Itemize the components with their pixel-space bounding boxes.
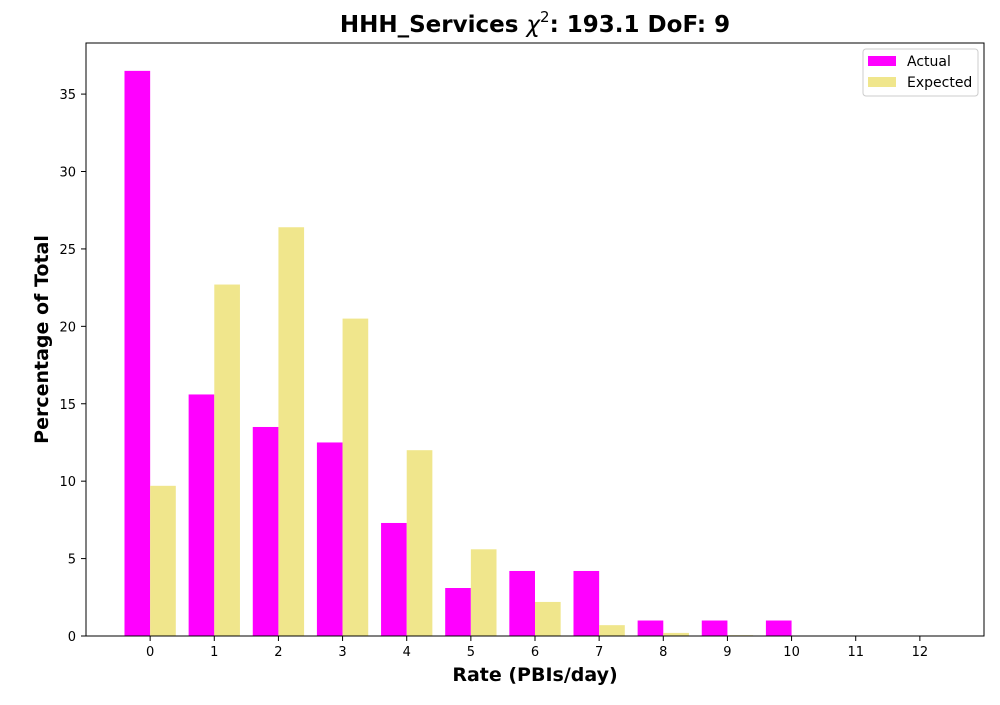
x-tick-label-9: 9 bbox=[723, 645, 731, 660]
bar-actual-2 bbox=[253, 427, 279, 636]
legend: Actual Expected bbox=[863, 49, 978, 96]
x-tick-label-3: 3 bbox=[338, 645, 346, 660]
bar-expected-0 bbox=[150, 486, 176, 636]
legend-label-expected: Expected bbox=[907, 75, 972, 91]
bar-actual-3 bbox=[317, 442, 343, 636]
x-tick-label-1: 1 bbox=[210, 645, 218, 660]
x-tick-label-6: 6 bbox=[531, 645, 539, 660]
bar-actual-6 bbox=[509, 571, 535, 636]
x-axis-label: Rate (PBIs/day) bbox=[452, 664, 617, 686]
chart-title-prefix: HHH_Services bbox=[340, 12, 527, 38]
x-tick-label-5: 5 bbox=[467, 645, 475, 660]
bar-expected-6 bbox=[535, 602, 561, 636]
bar-expected-1 bbox=[214, 285, 240, 636]
bar-expected-2 bbox=[278, 227, 304, 636]
bar-expected-4 bbox=[407, 450, 433, 636]
legend-swatch-expected bbox=[868, 77, 896, 87]
x-tick-label-12: 12 bbox=[912, 645, 929, 660]
y-tick-label-35: 35 bbox=[59, 88, 76, 103]
x-tick-label-2: 2 bbox=[274, 645, 282, 660]
bar-actual-7 bbox=[573, 571, 599, 636]
y-tick-label-30: 30 bbox=[59, 166, 76, 181]
chart-title-superscript: 2 bbox=[540, 8, 550, 26]
bar-actual-9 bbox=[702, 621, 728, 636]
y-tick-label-0: 0 bbox=[68, 630, 76, 645]
legend-label-actual: Actual bbox=[907, 54, 951, 70]
y-tick-label-15: 15 bbox=[59, 398, 76, 413]
y-axis-label: Percentage of Total bbox=[31, 235, 53, 444]
x-tick-label-7: 7 bbox=[595, 645, 603, 660]
y-tick-label-10: 10 bbox=[59, 475, 76, 490]
bar-actual-10 bbox=[766, 621, 792, 636]
x-tick-label-4: 4 bbox=[403, 645, 411, 660]
bar-expected-3 bbox=[343, 319, 369, 636]
chart-title-chi-symbol: χ bbox=[524, 12, 541, 38]
bar-actual-8 bbox=[638, 621, 664, 636]
chart-title: HHH_Services χ2: 193.1 DoF: 9 bbox=[340, 8, 730, 38]
x-tick-label-0: 0 bbox=[146, 645, 154, 660]
x-tick-label-8: 8 bbox=[659, 645, 667, 660]
bar-actual-1 bbox=[189, 394, 215, 636]
x-tick-label-11: 11 bbox=[847, 645, 864, 660]
bar-actual-5 bbox=[445, 588, 471, 636]
y-tick-label-5: 5 bbox=[68, 553, 76, 568]
x-tick-label-10: 10 bbox=[783, 645, 800, 660]
bar-actual-0 bbox=[124, 71, 150, 636]
bar-expected-7 bbox=[599, 625, 625, 636]
bar-expected-5 bbox=[471, 549, 497, 636]
bar-actual-4 bbox=[381, 523, 407, 636]
chart-title-suffix: : 193.1 DoF: 9 bbox=[550, 12, 731, 38]
legend-swatch-actual bbox=[868, 56, 896, 66]
y-tick-label-20: 20 bbox=[59, 320, 76, 335]
y-tick-label-25: 25 bbox=[59, 243, 76, 258]
